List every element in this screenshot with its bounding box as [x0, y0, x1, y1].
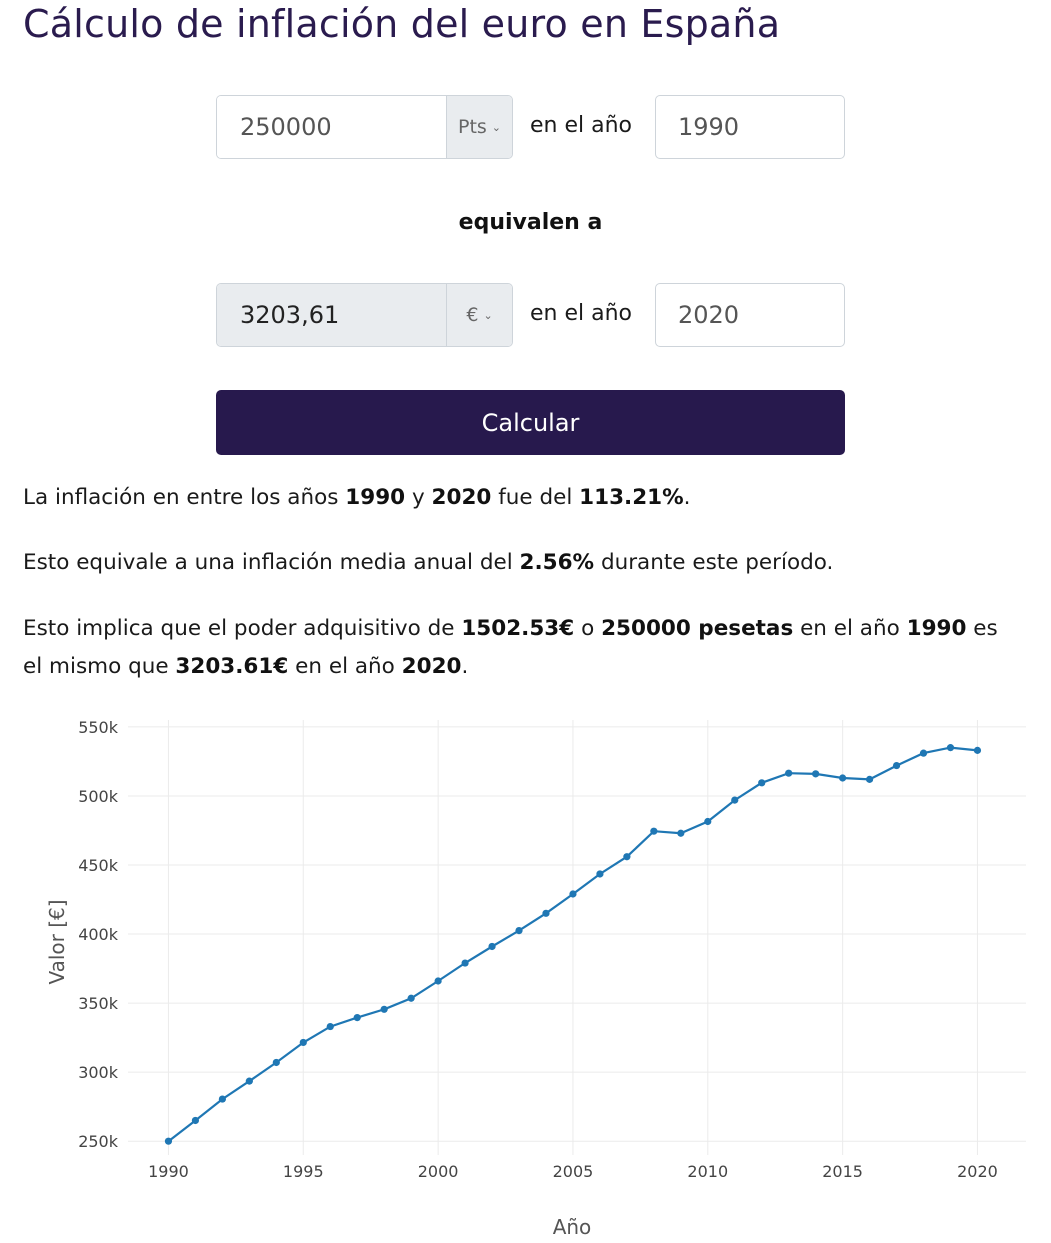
target-year-input[interactable]: [655, 283, 845, 347]
data-point[interactable]: [677, 829, 685, 837]
text-segment: en el año: [793, 616, 907, 641]
data-point[interactable]: [488, 942, 496, 951]
inflation-average-text: Esto equivale a una inflación media anua…: [23, 544, 833, 582]
data-point[interactable]: [865, 775, 874, 783]
purchasing-power-text: Esto implica que el poder adquisitivo de…: [23, 610, 998, 686]
text-segment: Esto implica que el poder adquisitivo de: [23, 616, 462, 641]
result-amount-field: [217, 284, 446, 346]
data-point[interactable]: [758, 779, 766, 787]
data-point[interactable]: [191, 1116, 200, 1125]
equivalen-label: equivalen a: [458, 210, 603, 235]
x-tick-label: 1990: [148, 1162, 189, 1181]
text-segment: en el año: [288, 654, 402, 679]
y-tick-label: 550k: [78, 718, 119, 737]
inflation-total-text: La inflación en entre los años 1990 y 20…: [23, 479, 691, 517]
target-year-label: en el año: [530, 301, 632, 326]
total-inflation-value: 113.21%: [579, 485, 684, 510]
data-point[interactable]: [164, 1137, 173, 1145]
euros-from-value: 1502.53€: [461, 616, 575, 641]
data-point[interactable]: [892, 761, 901, 770]
text-segment: La inflación en entre los años: [23, 485, 346, 510]
data-point[interactable]: [839, 774, 847, 782]
data-point[interactable]: [623, 853, 631, 861]
result-row: € ⌄ en el año: [216, 283, 845, 347]
page-title: Cálculo de inflación del euro en España: [23, 2, 781, 46]
source-unit-label: Pts: [457, 116, 487, 138]
chart-series: [164, 744, 982, 1145]
euros-to-value: 3203.61€: [175, 654, 289, 679]
data-point[interactable]: [946, 744, 955, 752]
text-segment: es: [966, 616, 998, 641]
x-tick-label: 2005: [553, 1162, 594, 1181]
y-tick-label: 400k: [78, 925, 119, 944]
data-point[interactable]: [515, 926, 523, 935]
year-from-value: 1990: [345, 485, 406, 510]
x-tick-label: 2000: [418, 1162, 459, 1181]
data-point[interactable]: [407, 994, 415, 1002]
x-tick-label: 1995: [283, 1162, 324, 1181]
source-amount-group: Pts ⌄: [216, 95, 513, 159]
chevron-down-icon: ⌄: [491, 120, 502, 134]
pesetas-from-value: 250000 pesetas: [601, 616, 794, 641]
x-tick-label: 2020: [957, 1162, 998, 1181]
data-point[interactable]: [245, 1077, 253, 1085]
source-year-label: en el año: [530, 113, 632, 138]
text-segment: el mismo que: [23, 654, 176, 679]
text-segment: Esto equivale a una inflación media anua…: [23, 550, 520, 575]
data-point[interactable]: [785, 769, 793, 777]
text-segment: o: [574, 616, 602, 641]
chart-axes: 250k 300k 350k 400k 450k 500k 550k 1990 1995 2000…: [78, 718, 998, 1181]
data-point[interactable]: [973, 746, 982, 754]
data-point[interactable]: [218, 1095, 226, 1103]
result-unit-select[interactable]: € ⌄: [446, 284, 512, 346]
x-axis-title: Año: [553, 1215, 592, 1239]
y-tick-label: 500k: [78, 787, 119, 806]
data-point[interactable]: [272, 1058, 280, 1067]
data-point[interactable]: [326, 1022, 334, 1031]
avg-inflation-value: 2.56%: [519, 550, 595, 575]
y-tick-label: 250k: [78, 1132, 119, 1151]
source-unit-select[interactable]: Pts ⌄: [446, 96, 512, 158]
calculate-button[interactable]: Calcular: [216, 390, 845, 455]
data-point[interactable]: [569, 890, 577, 898]
text-segment: fue del: [491, 485, 580, 510]
data-point[interactable]: [353, 1013, 361, 1022]
text-segment: durante este período.: [594, 550, 834, 575]
text-segment: .: [461, 654, 469, 679]
source-year-input[interactable]: [655, 95, 845, 159]
y-tick-label: 300k: [78, 1063, 119, 1082]
y-tick-label: 450k: [78, 856, 119, 875]
data-point[interactable]: [731, 796, 739, 804]
data-point[interactable]: [434, 977, 442, 985]
x-tick-label: 2010: [687, 1162, 728, 1181]
y-axis-title: Valor [€]: [45, 899, 69, 984]
data-point[interactable]: [461, 959, 469, 967]
year-to-value: 2020: [401, 654, 462, 679]
source-row: Pts ⌄ en el año: [216, 95, 845, 159]
text-segment: .: [683, 485, 691, 510]
y-tick-label: 350k: [78, 994, 119, 1013]
data-point[interactable]: [542, 909, 550, 917]
result-amount-group: € ⌄: [216, 283, 513, 347]
data-point[interactable]: [596, 870, 604, 878]
x-tick-label: 2015: [822, 1162, 863, 1181]
data-point[interactable]: [650, 827, 658, 835]
year-to-value: 2020: [431, 485, 492, 510]
result-unit-label: €: [466, 304, 479, 326]
chevron-down-icon: ⌄: [483, 308, 493, 322]
inflation-line-chart: 250k 300k 350k 400k 450k 500k 550k 1990 1995 2000…: [45, 718, 1026, 1239]
data-point[interactable]: [380, 1005, 388, 1013]
data-point[interactable]: [299, 1038, 307, 1047]
year-from-value: 1990: [906, 616, 967, 641]
source-amount-input[interactable]: [217, 96, 446, 158]
text-segment: y: [405, 485, 432, 510]
chart-grid: [128, 720, 1026, 1155]
data-point[interactable]: [812, 770, 820, 778]
data-point[interactable]: [704, 817, 712, 826]
data-point[interactable]: [919, 749, 928, 757]
